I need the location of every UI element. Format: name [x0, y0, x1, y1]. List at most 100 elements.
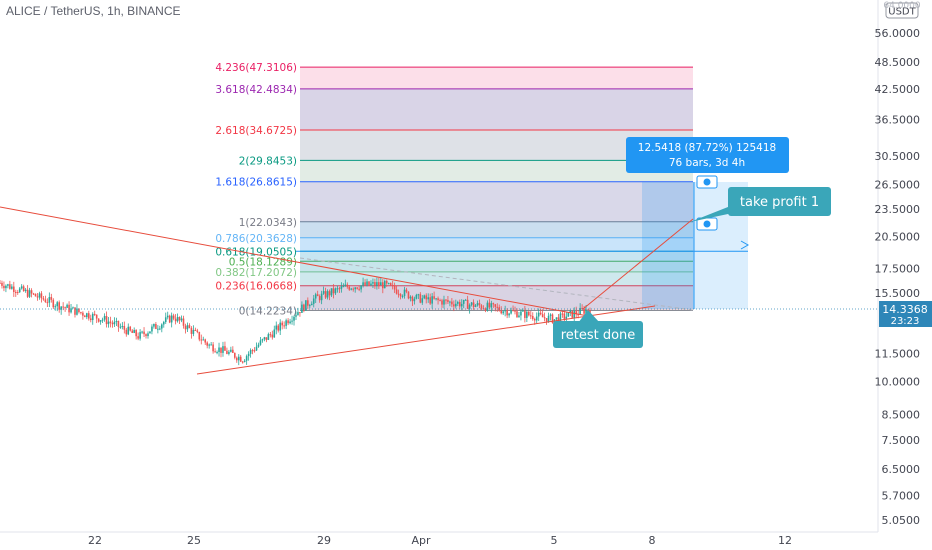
candle-body: [563, 313, 566, 319]
candle-body: [30, 290, 33, 294]
candle-body: [417, 294, 420, 296]
candle-body: [226, 350, 228, 354]
candle-body: [338, 288, 341, 290]
price-axis-label: 8.5000: [882, 409, 921, 422]
time-axis-label: 22: [88, 534, 102, 547]
candle-body: [409, 296, 412, 299]
candle-body: [577, 314, 579, 316]
candle-body: [305, 300, 307, 311]
candle-body: [383, 280, 386, 289]
candle-body: [66, 304, 68, 308]
candle-body: [141, 331, 143, 333]
fib-level-label: 0.618(19.0505): [215, 246, 297, 258]
measure-infobox[interactable]: [626, 137, 789, 173]
candle-body: [330, 288, 333, 296]
fib-level-label: 0.786(20.3628): [215, 233, 297, 245]
fib-band: [300, 221, 693, 238]
candle-body: [360, 285, 362, 290]
candle-body: [58, 302, 60, 310]
candle-body: [196, 330, 199, 332]
candle-body: [322, 291, 325, 294]
candle-body: [192, 329, 195, 334]
price-axis-label: 30.5000: [875, 150, 921, 163]
take-profit-label: take profit 1: [740, 195, 819, 210]
last-price-badge[interactable]: [879, 301, 932, 327]
candle-body: [259, 340, 262, 345]
ascending-trendline[interactable]: [196, 305, 656, 375]
candle-body: [143, 331, 145, 335]
candle-body: [127, 326, 130, 335]
candle-body: [95, 314, 98, 319]
price-axis-label: 26.5000: [875, 178, 921, 191]
candle-body: [206, 342, 208, 346]
candle-body: [391, 284, 394, 286]
candle-body: [273, 329, 276, 338]
candle-body: [235, 357, 238, 361]
candle-body: [38, 293, 41, 298]
candle-body: [312, 298, 315, 304]
descending-trendline[interactable]: [0, 206, 589, 317]
candle-body: [13, 286, 15, 292]
candle-body: [405, 289, 408, 292]
candle-body: [326, 291, 329, 298]
candle-body: [180, 318, 183, 321]
fib-level-label: 1(22.0343): [239, 217, 297, 229]
fib-band: [300, 251, 693, 262]
time-axis-label: 12: [778, 534, 792, 547]
time-axis-label: 25: [187, 534, 201, 547]
candle-body: [182, 318, 185, 326]
candle-body: [427, 297, 429, 300]
take-profit-callout[interactable]: [728, 187, 831, 216]
candle-body: [456, 302, 459, 304]
candle-body: [89, 318, 92, 321]
candle-body: [500, 310, 503, 314]
candle-body: [451, 301, 453, 305]
callouts[interactable]: take profit 1 retest done: [553, 187, 831, 348]
candle-body: [567, 312, 570, 317]
target-path-line[interactable]: [582, 218, 694, 310]
fib-extension-tool[interactable]: 4.236(47.3106) 3.618(42.4834) 2.618(34.672…: [215, 62, 750, 317]
candle-body: [1, 282, 3, 286]
candle-body: [239, 356, 242, 362]
candle-body: [492, 303, 495, 305]
candle-body: [336, 288, 339, 290]
candle-body: [56, 302, 59, 307]
measure-line2: 76 bars, 3d 4h: [669, 157, 745, 169]
candle-body: [111, 322, 114, 325]
dashed-projection-line[interactable]: [299, 257, 694, 311]
candle-body: [214, 351, 216, 353]
candle-body: [72, 307, 74, 309]
take-profit-pointer: [690, 205, 740, 222]
candle-body: [117, 320, 120, 327]
candle-body: [524, 310, 526, 318]
candle-body: [466, 299, 469, 309]
candle-body: [421, 298, 424, 303]
candle-body: [583, 308, 585, 314]
candle-body: [135, 330, 137, 337]
candle-body: [220, 347, 222, 353]
candle-body: [60, 306, 62, 310]
candle-body: [549, 314, 552, 316]
candle-body: [64, 307, 66, 309]
time-axis-label: 8: [649, 534, 656, 547]
candle-body: [28, 290, 31, 297]
candle-body: [486, 302, 489, 311]
trendlines[interactable]: [0, 206, 878, 375]
candle-body: [387, 283, 390, 285]
last-price-value: 14.3368: [882, 303, 928, 316]
price-axis-label: 6.5000: [882, 463, 921, 476]
candle-body: [257, 344, 260, 347]
dollar-icon-dot: [703, 178, 711, 186]
candle-body: [310, 303, 313, 306]
currency-badge[interactable]: [885, 2, 919, 19]
candle-body: [374, 282, 376, 286]
price-axis-label: 36.5000: [875, 114, 921, 127]
price-axis-label: 23.5000: [875, 203, 921, 216]
candle-body: [76, 308, 78, 315]
candle-body: [200, 339, 203, 341]
candle-body: [439, 300, 441, 302]
candle-body: [133, 330, 135, 333]
retest-callout[interactable]: [553, 321, 643, 348]
candle-body: [155, 323, 157, 329]
